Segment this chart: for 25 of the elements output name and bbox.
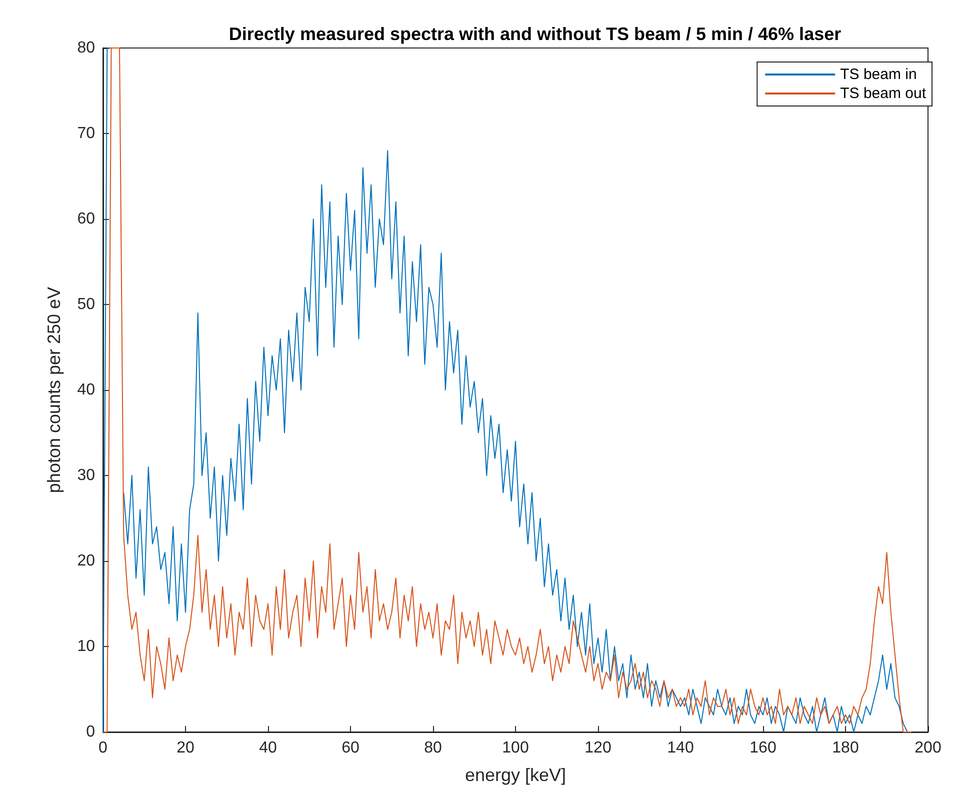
x-tick-label: 20 bbox=[176, 740, 194, 756]
x-axis-title: energy [keV] bbox=[464, 765, 566, 785]
x-tick-label: 200 bbox=[914, 740, 942, 756]
x-tick-label: 140 bbox=[667, 740, 694, 756]
y-tick-label: 70 bbox=[77, 125, 96, 142]
y-tick-label: 30 bbox=[77, 467, 96, 484]
y-tick-label: 50 bbox=[77, 296, 96, 313]
x-tick-label: 80 bbox=[424, 740, 442, 756]
y-tick-label: 60 bbox=[77, 210, 96, 228]
x-tick-label: 160 bbox=[750, 740, 776, 756]
y-tick-label: 20 bbox=[77, 552, 96, 570]
y-tick-label: 80 bbox=[77, 40, 96, 56]
x-tick-label: 120 bbox=[584, 740, 612, 756]
x-tick-label: 180 bbox=[832, 740, 859, 756]
y-tick-label: 10 bbox=[77, 638, 96, 655]
x-tick-label: 0 bbox=[98, 740, 108, 756]
y-axis-title: photon counts per 250 eV bbox=[44, 286, 64, 494]
y-tick-label: 40 bbox=[77, 382, 96, 398]
legend-label: TS beam out bbox=[840, 85, 927, 102]
legend-label: TS beam in bbox=[840, 66, 917, 83]
x-tick-label: 100 bbox=[502, 740, 529, 756]
x-tick-label: 40 bbox=[259, 740, 277, 756]
x-tick-label: 60 bbox=[342, 740, 360, 756]
y-tick-label: 0 bbox=[86, 724, 96, 740]
chart-title: Directly measured spectra with and without TS beam / 5 min / 46% laser bbox=[228, 24, 842, 44]
